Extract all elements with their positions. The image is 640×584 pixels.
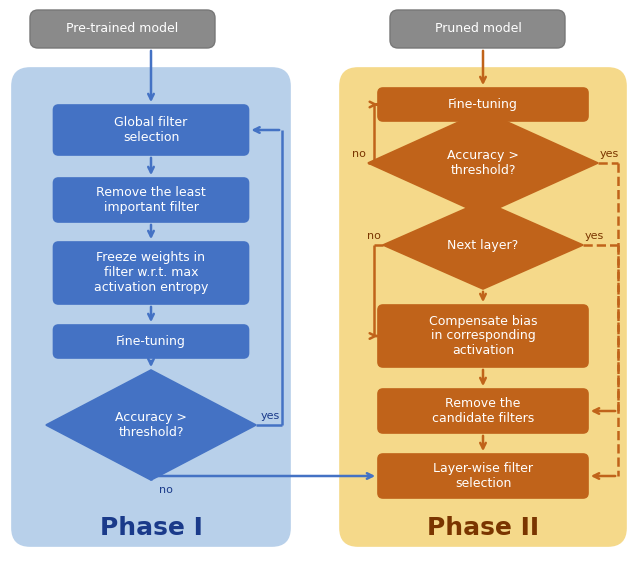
Text: no: no [367,231,381,241]
Text: yes: yes [585,231,604,241]
FancyBboxPatch shape [378,454,588,498]
FancyBboxPatch shape [54,325,248,358]
Text: Accuracy >
threshold?: Accuracy > threshold? [115,411,187,439]
Text: Phase II: Phase II [427,516,539,540]
Text: Freeze weights in
filter w.r.t. max
activation entropy: Freeze weights in filter w.r.t. max acti… [94,252,208,294]
Text: Remove the least
important filter: Remove the least important filter [96,186,206,214]
Text: Next layer?: Next layer? [447,238,518,252]
Text: Remove the
candidate filters: Remove the candidate filters [432,397,534,425]
FancyBboxPatch shape [12,68,290,546]
Polygon shape [46,370,256,480]
Text: no: no [352,149,366,159]
Polygon shape [368,111,598,215]
Polygon shape [383,201,583,289]
FancyBboxPatch shape [378,389,588,433]
FancyBboxPatch shape [54,105,248,155]
Text: no: no [159,485,173,495]
Text: Layer-wise filter
selection: Layer-wise filter selection [433,462,533,490]
Text: Compensate bias
in corresponding
activation: Compensate bias in corresponding activat… [429,315,537,357]
FancyBboxPatch shape [378,305,588,367]
Text: Fine-tuning: Fine-tuning [448,98,518,111]
FancyBboxPatch shape [54,178,248,222]
Text: Global filter
selection: Global filter selection [115,116,188,144]
Text: yes: yes [261,411,280,421]
Text: yes: yes [600,149,620,159]
FancyBboxPatch shape [340,68,626,546]
FancyBboxPatch shape [390,10,565,48]
Text: Pre-trained model: Pre-trained model [66,23,178,36]
Text: Pruned model: Pruned model [435,23,522,36]
Text: Accuracy >
threshold?: Accuracy > threshold? [447,149,519,177]
Text: Phase I: Phase I [100,516,202,540]
FancyBboxPatch shape [54,242,248,304]
Text: Fine-tuning: Fine-tuning [116,335,186,348]
FancyBboxPatch shape [30,10,215,48]
FancyBboxPatch shape [378,88,588,121]
